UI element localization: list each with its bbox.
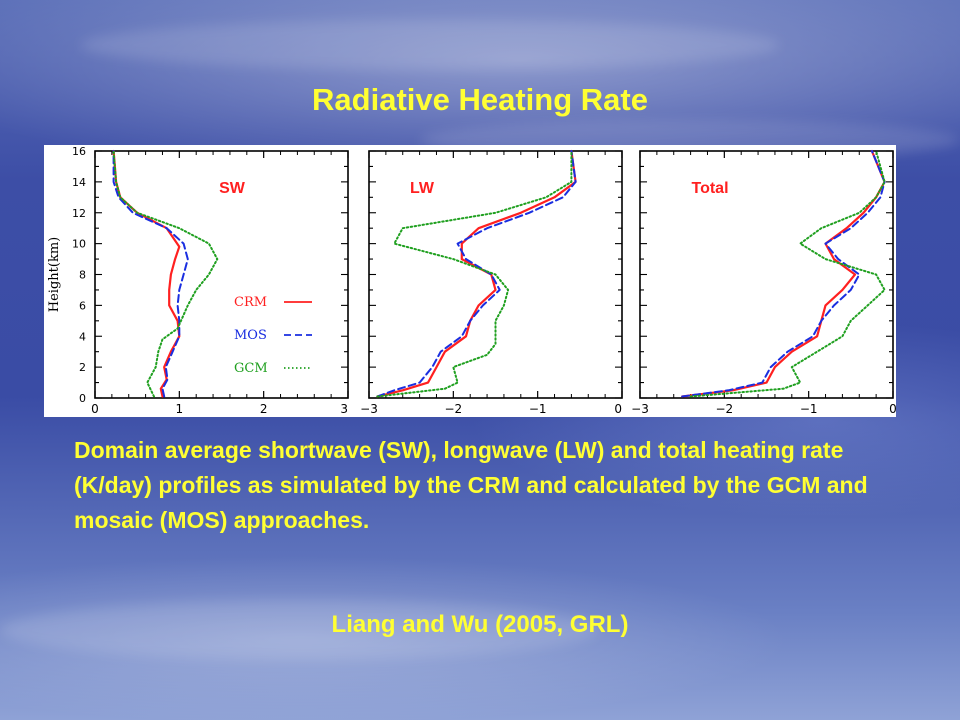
- y-tick-label: 12: [72, 207, 86, 220]
- cloud-streak: [0, 600, 600, 660]
- y-tick-label: 0: [79, 392, 86, 405]
- figure-description: Domain average shortwave (SW), longwave …: [74, 437, 868, 533]
- y-tick-label: 4: [79, 330, 86, 343]
- series-crm-line: [681, 149, 886, 398]
- y-tick-label: 6: [79, 299, 86, 312]
- legend-label-gcm: GCM: [234, 361, 268, 376]
- series-mos-line: [112, 150, 189, 398]
- x-tick-label: 3: [340, 402, 348, 416]
- series-mos-line: [681, 150, 886, 398]
- x-tick-label: 1: [176, 402, 184, 416]
- citation: Liang and Wu (2005, GRL): [331, 611, 629, 638]
- legend-label-crm: CRM: [234, 295, 267, 310]
- heating-rate-chart: 0 1 2 30246810121416Height(km)SWCRMMOSGCM−3…: [47, 145, 896, 416]
- x-tick-label: −1: [529, 402, 547, 416]
- y-tick-label: 14: [72, 176, 86, 189]
- slide-title: Radiative Heating Rate: [312, 82, 648, 117]
- y-tick-label: 16: [72, 145, 86, 158]
- legend: CRM MOS GCM: [234, 295, 312, 376]
- x-tick-label: −2: [444, 402, 462, 416]
- cloud-streak: [80, 20, 780, 70]
- x-tick-label: −1: [800, 402, 818, 416]
- series-crm-line: [376, 149, 577, 398]
- y-axis-label: Height(km): [47, 237, 62, 312]
- x-tick-label: −3: [360, 402, 378, 416]
- y-tick-label: 8: [79, 269, 86, 282]
- series-mos-line: [376, 150, 577, 398]
- series-gcm-line: [376, 150, 573, 398]
- legend-label-mos: MOS: [234, 328, 267, 343]
- panel-total: −3 −2 −1 0 Total: [631, 149, 896, 416]
- y-tick-label: 2: [79, 361, 86, 374]
- x-tick-label: 0: [91, 402, 99, 416]
- x-tick-label: 0: [614, 402, 622, 416]
- x-tick-label: −2: [715, 402, 733, 416]
- x-tick-label: −3: [631, 402, 649, 416]
- series-gcm-line: [112, 150, 219, 398]
- panel-lw: −3 −2 −1 0 LW: [360, 149, 623, 416]
- y-tick-label: 10: [72, 238, 86, 251]
- panel-label-total: Total: [691, 180, 728, 197]
- series-gcm-line: [689, 150, 886, 398]
- panel-label-lw: LW: [410, 180, 435, 197]
- x-tick-label: 2: [260, 402, 268, 416]
- x-tick-label: 0: [889, 402, 896, 416]
- panel-label-sw: SW: [219, 180, 246, 197]
- heating-rate-figure: 0 1 2 3 0 2 4 6 8 10 12 14 16 Height(km) SW CRM MOS GCM −3…: [44, 145, 896, 417]
